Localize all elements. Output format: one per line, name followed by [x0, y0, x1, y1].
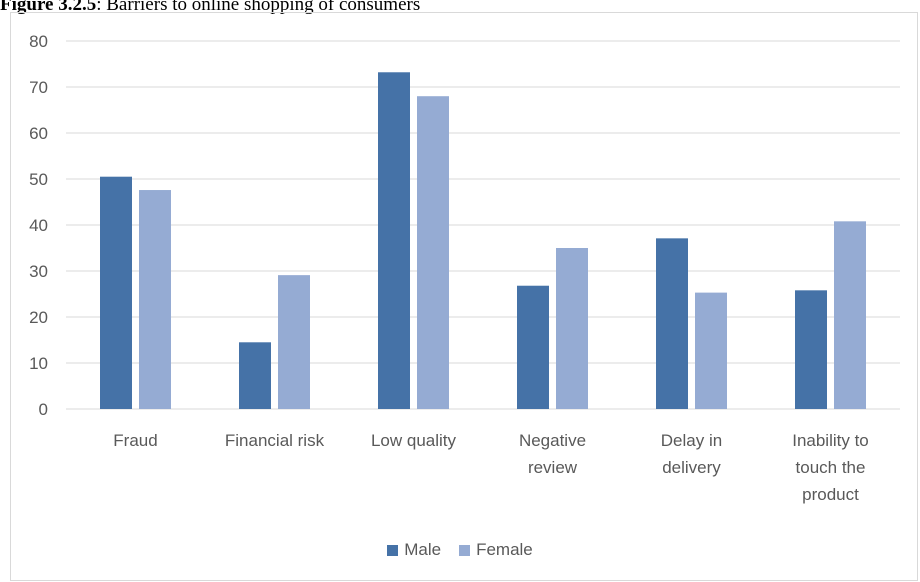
x-tick-label: Low quality	[371, 431, 457, 450]
y-tick-label: 80	[29, 32, 48, 51]
x-tick-label: Financial risk	[225, 431, 325, 450]
x-tick-label: Inability to touch the product	[792, 431, 869, 504]
figure-caption-label: Figure 3.2.5	[0, 0, 97, 15]
y-tick-label: 40	[29, 216, 48, 235]
legend-label-male: Male	[404, 540, 442, 559]
y-tick-label: 60	[29, 124, 48, 143]
bar-male	[100, 176, 132, 409]
x-tick-label: Fraud	[113, 431, 157, 450]
legend-item-female: Female	[459, 540, 533, 560]
legend-swatch-male	[387, 544, 399, 556]
bar-male	[795, 290, 827, 409]
bar-female	[695, 292, 727, 409]
bar-female	[556, 248, 588, 409]
figure-caption: Figure 3.2.5: Barriers to online shoppin…	[0, 0, 421, 15]
y-tick-label: 50	[29, 170, 48, 189]
bars	[100, 72, 866, 409]
y-tick-label: 30	[29, 262, 48, 281]
bar-female	[417, 96, 449, 409]
x-tick-label: Delay in delivery	[661, 431, 722, 477]
x-tick-label: Negative review	[519, 431, 586, 477]
bar-female	[834, 221, 866, 409]
figure-caption-text: : Barriers to online shopping of consume…	[96, 0, 421, 15]
y-tick-label: 0	[39, 400, 48, 419]
y-axis-ticks: 0 10 20 30 40 50 60 70 80	[29, 32, 48, 419]
bar-female	[139, 190, 171, 409]
bar-male	[517, 285, 549, 409]
bar-male	[378, 72, 410, 409]
y-tick-label: 20	[29, 308, 48, 327]
bar-male	[239, 342, 271, 409]
legend-label-female: Female	[476, 540, 533, 559]
legend: Male Female	[0, 540, 920, 560]
y-tick-label: 70	[29, 78, 48, 97]
legend-swatch-female	[459, 544, 471, 556]
x-axis-ticks: Fraud Financial risk Low quality Negative re…	[113, 431, 868, 504]
legend-item-male: Male	[387, 540, 441, 560]
bar-male	[656, 238, 688, 409]
gridlines	[66, 40, 900, 410]
chart-frame	[10, 12, 918, 581]
bar-female	[278, 275, 310, 409]
y-tick-label: 10	[29, 354, 48, 373]
